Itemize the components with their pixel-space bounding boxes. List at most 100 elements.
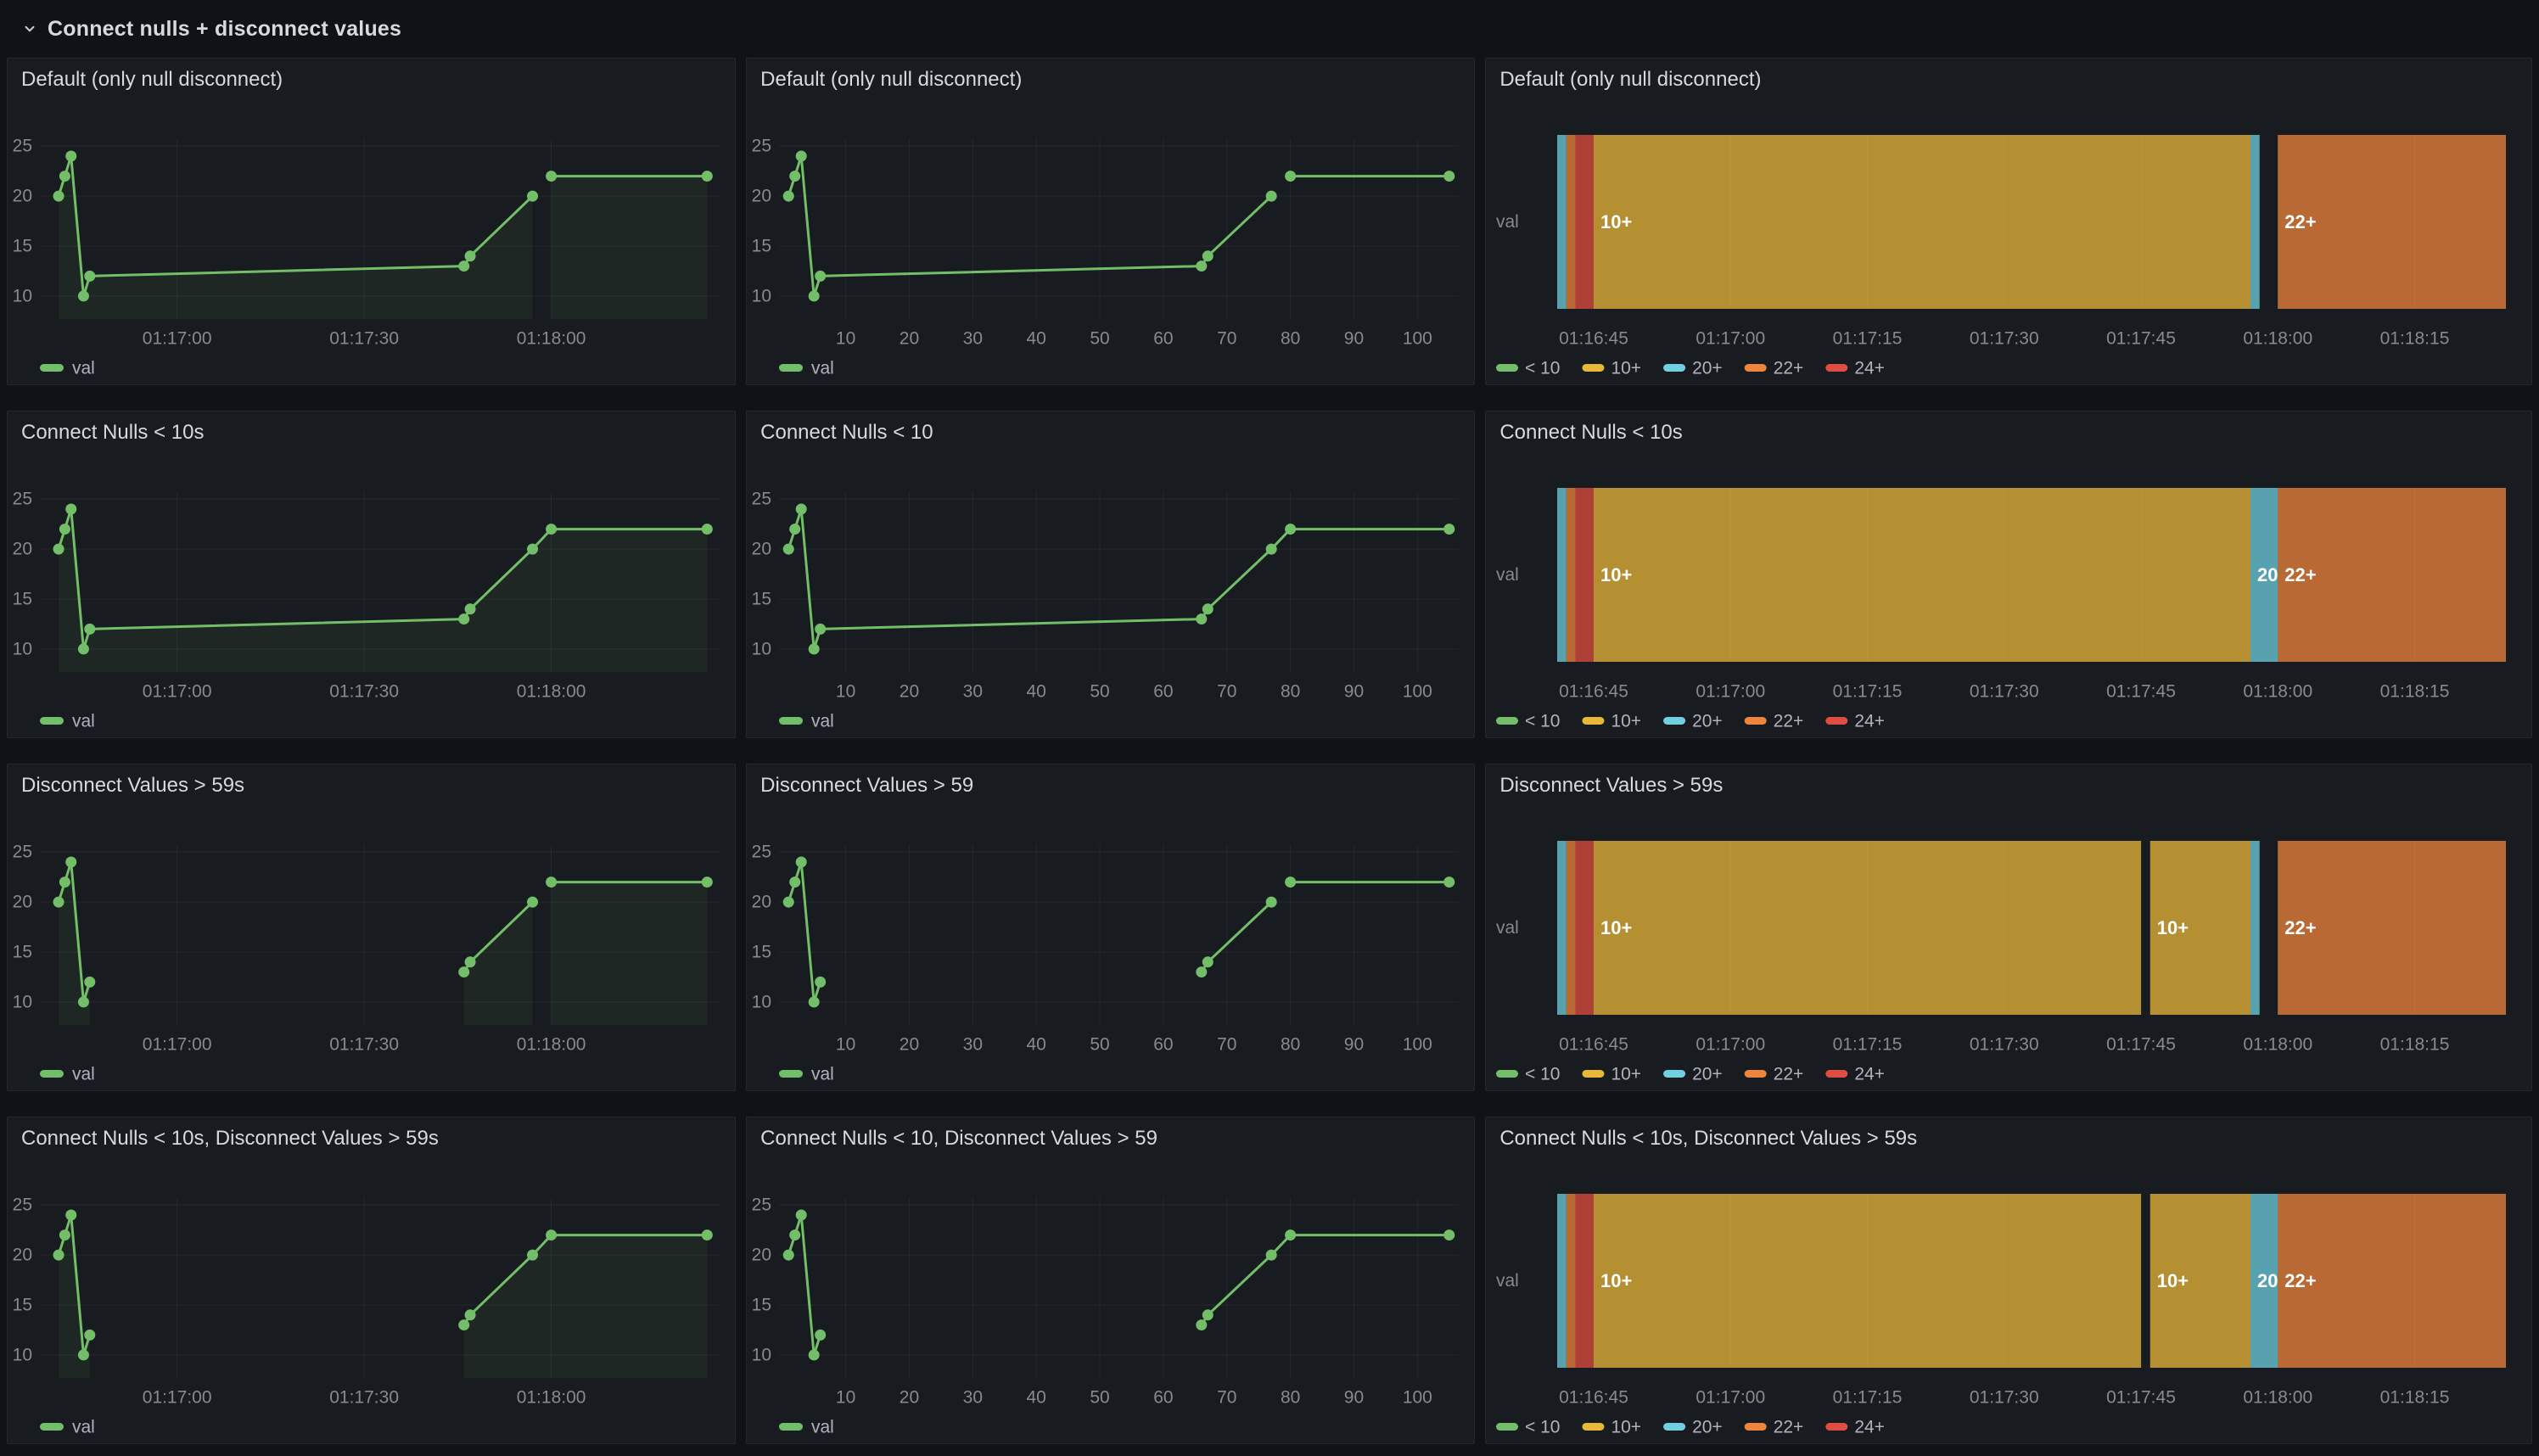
data-point[interactable] [84, 623, 96, 635]
legend-item-10+[interactable]: 10+ [1582, 1418, 1642, 1437]
data-point[interactable] [789, 1229, 801, 1241]
legend-item-20+[interactable]: 20+ [1663, 359, 1723, 378]
data-point[interactable] [53, 543, 64, 555]
data-point[interactable] [701, 876, 713, 888]
data-point[interactable] [795, 503, 807, 515]
legend-item-10+[interactable]: 10+ [1582, 712, 1642, 731]
timeline-state-bar[interactable] [2250, 841, 2261, 1015]
data-point[interactable] [546, 876, 558, 888]
data-point[interactable] [65, 856, 77, 868]
data-point[interactable] [1202, 1309, 1213, 1321]
data-point[interactable] [1285, 524, 1297, 535]
timeseries-chart[interactable]: 10 15 20 25 01:17:00 01:17:30 01:18:00 val [8, 764, 735, 1090]
state-timeline-chart[interactable]: 01:16:45 01:17:00 01:17:15 01:17:30 01:17:45… [1486, 1117, 2531, 1443]
timeseries-chart[interactable]: 10 15 20 25 01:17:00 01:17:30 01:18:00 val [8, 1117, 735, 1443]
data-point[interactable] [808, 1349, 820, 1361]
state-timeline-chart[interactable]: 01:16:45 01:17:00 01:17:15 01:17:30 01:17:45… [1486, 59, 2531, 384]
data-point[interactable] [546, 1229, 558, 1241]
panel-title[interactable]: Connect Nulls < 10, Disconnect Values > … [760, 1127, 1157, 1150]
panel-title[interactable]: Connect Nulls < 10s, Disconnect Values >… [1499, 1127, 1918, 1150]
data-point[interactable] [527, 543, 539, 555]
data-point[interactable] [701, 524, 713, 535]
data-point[interactable] [1202, 250, 1213, 262]
legend-item-val[interactable]: val [40, 359, 95, 378]
timeline-state-bar[interactable] [2278, 488, 2507, 662]
timeseries-chart[interactable]: 10 15 20 25 10 20 30 40 50 60 70 80 90 100 val [747, 59, 1474, 384]
legend-item-24+[interactable]: 24+ [1825, 712, 1886, 731]
timeline-state-bar[interactable] [1575, 1194, 1595, 1368]
data-point[interactable] [1285, 1229, 1297, 1241]
legend-item-22+[interactable]: 22+ [1745, 1418, 1804, 1437]
panel-title[interactable]: Disconnect Values > 59s [1499, 774, 1723, 797]
data-point[interactable] [1265, 896, 1277, 908]
data-point[interactable] [1443, 876, 1455, 888]
legend-item-val[interactable]: val [40, 1418, 95, 1437]
data-point[interactable] [527, 896, 539, 908]
data-point[interactable] [1196, 613, 1208, 625]
data-point[interactable] [59, 171, 70, 182]
data-point[interactable] [789, 876, 801, 888]
timeline-state-bar[interactable] [1594, 135, 2251, 309]
data-point[interactable] [464, 956, 476, 968]
data-point[interactable] [84, 1329, 96, 1341]
data-point[interactable] [782, 543, 794, 555]
panel-title[interactable]: Default (only null disconnect) [21, 68, 283, 91]
timeline-state-bar[interactable] [2278, 135, 2507, 309]
timeseries-chart[interactable]: 10 15 20 25 01:17:00 01:17:30 01:18:00 val [8, 412, 735, 737]
timeline-state-bar[interactable] [1575, 841, 1595, 1015]
data-point[interactable] [546, 171, 558, 182]
timeline-state-bar[interactable] [1557, 488, 1567, 662]
data-point[interactable] [458, 260, 470, 272]
legend-item-22+[interactable]: 22+ [1745, 1065, 1804, 1084]
data-point[interactable] [795, 150, 807, 162]
legend-item-val[interactable]: val [779, 359, 834, 378]
data-point[interactable] [464, 250, 476, 262]
data-point[interactable] [458, 1319, 470, 1331]
data-point[interactable] [1285, 876, 1297, 888]
data-point[interactable] [1443, 171, 1455, 182]
timeline-state-bar[interactable] [1567, 1194, 1576, 1368]
state-timeline-chart[interactable]: 01:16:45 01:17:00 01:17:15 01:17:30 01:17:45… [1486, 412, 2531, 737]
legend-item-<10[interactable]: < 10 [1496, 1418, 1561, 1437]
panel-title[interactable]: Connect Nulls < 10s [1499, 421, 1683, 444]
data-point[interactable] [77, 643, 89, 655]
legend-item-val[interactable]: val [40, 712, 95, 731]
data-point[interactable] [701, 1229, 713, 1241]
timeseries-chart[interactable]: 10 15 20 25 10 20 30 40 50 60 70 80 90 100 val [747, 412, 1474, 737]
timeline-state-bar[interactable] [1567, 841, 1576, 1015]
data-point[interactable] [53, 896, 64, 908]
panel-title[interactable]: Default (only null disconnect) [1499, 68, 1762, 91]
dashboard-row-header[interactable]: Connect nulls + disconnect values [7, 7, 2532, 51]
legend-item-val[interactable]: val [40, 1065, 95, 1084]
timeseries-chart[interactable]: 10 15 20 25 10 20 30 40 50 60 70 80 90 100 val [747, 764, 1474, 1090]
data-point[interactable] [84, 270, 96, 282]
legend-item-24+[interactable]: 24+ [1825, 359, 1886, 378]
data-point[interactable] [464, 603, 476, 615]
data-point[interactable] [789, 171, 801, 182]
data-point[interactable] [84, 976, 96, 988]
data-point[interactable] [815, 270, 827, 282]
data-point[interactable] [59, 524, 70, 535]
data-point[interactable] [782, 1249, 794, 1261]
data-point[interactable] [808, 996, 820, 1008]
legend-item-<10[interactable]: < 10 [1496, 712, 1561, 731]
timeline-state-bar[interactable] [1575, 135, 1595, 309]
timeline-state-bar[interactable] [1594, 841, 2142, 1015]
data-point[interactable] [1196, 966, 1208, 978]
data-point[interactable] [53, 1249, 64, 1261]
data-point[interactable] [464, 1309, 476, 1321]
data-point[interactable] [65, 1209, 77, 1221]
data-point[interactable] [53, 190, 64, 202]
data-point[interactable] [1265, 1249, 1277, 1261]
data-point[interactable] [782, 896, 794, 908]
data-point[interactable] [1265, 190, 1277, 202]
data-point[interactable] [1196, 260, 1208, 272]
panel-title[interactable]: Connect Nulls < 10 [760, 421, 933, 444]
data-point[interactable] [77, 1349, 89, 1361]
timeline-state-bar[interactable] [1594, 1194, 2142, 1368]
panel-title[interactable]: Disconnect Values > 59s [21, 774, 245, 797]
data-point[interactable] [815, 976, 827, 988]
legend-item-22+[interactable]: 22+ [1745, 359, 1804, 378]
timeline-state-bar[interactable] [2150, 1194, 2251, 1368]
timeline-state-bar[interactable] [2278, 841, 2507, 1015]
